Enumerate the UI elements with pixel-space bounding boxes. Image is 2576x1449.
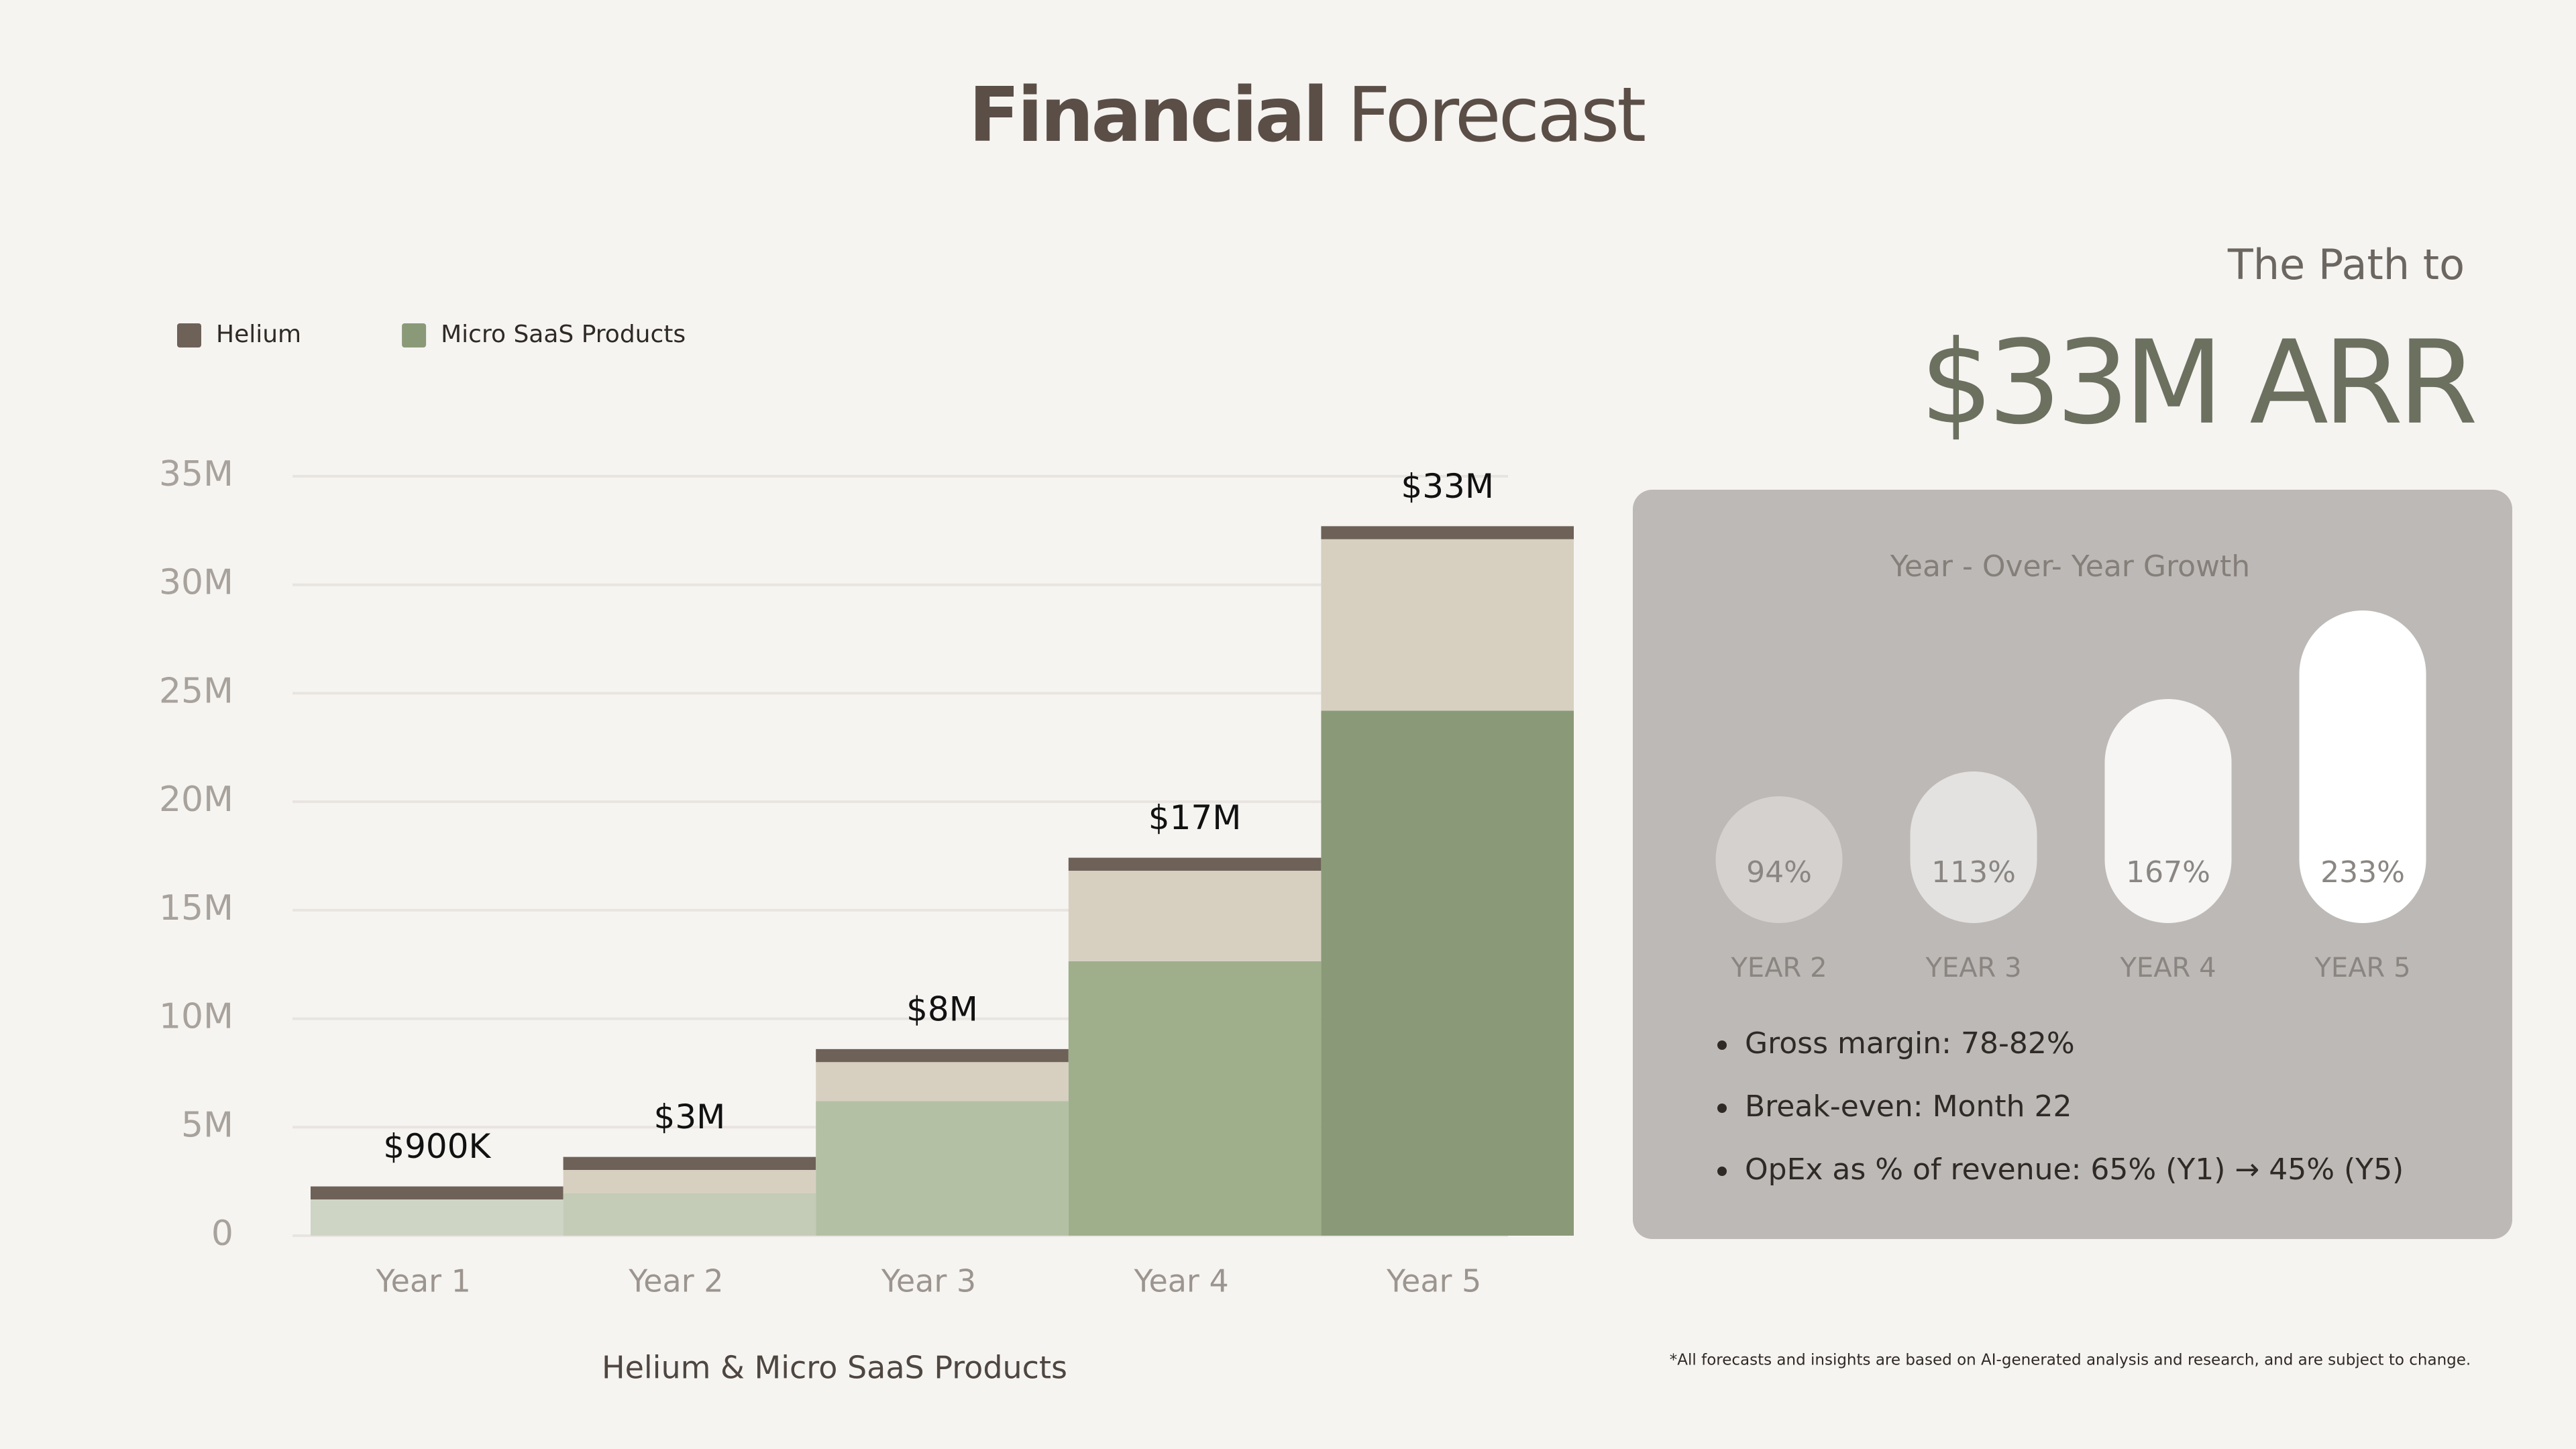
bar-label: $33M xyxy=(1401,467,1494,506)
bar-segment xyxy=(563,1157,816,1171)
growth-pill xyxy=(1910,771,2037,923)
pill-category: YEAR 2 xyxy=(1730,953,1827,983)
bar-label: $900K xyxy=(383,1127,491,1166)
bar-label: $17M xyxy=(1148,798,1242,837)
y-tick-label: 15M xyxy=(159,888,233,928)
note: Break-even: Month 22 xyxy=(1745,1089,2072,1124)
pill-value: 94% xyxy=(1746,855,1812,890)
growth-card xyxy=(1633,490,2512,1239)
bar-segment xyxy=(1321,539,1574,711)
card-title: Year - Over- Year Growth xyxy=(1890,549,2250,584)
bar-segment xyxy=(1068,961,1322,1236)
bar-segment xyxy=(1068,857,1322,871)
pill-value: 113% xyxy=(1931,855,2016,890)
title-regular: Forecast xyxy=(1347,72,1645,159)
bar-segment xyxy=(816,1062,1069,1102)
legend-swatch xyxy=(402,323,427,347)
title-bold: Financial xyxy=(969,72,1326,159)
bullet xyxy=(1717,1040,1727,1050)
x-tick-label: Year 5 xyxy=(1386,1263,1481,1299)
note: OpEx as % of revenue: 65% (Y1) → 45% (Y5… xyxy=(1745,1152,2404,1187)
pill-category: YEAR 3 xyxy=(1925,953,2021,983)
bar-segment xyxy=(816,1049,1069,1063)
bar-segment xyxy=(816,1101,1069,1236)
pill-value: 233% xyxy=(2320,855,2405,890)
headline: $33M ARR xyxy=(1920,315,2475,450)
bullet xyxy=(1717,1104,1727,1113)
x-tick-label: Year 4 xyxy=(1133,1263,1228,1299)
growth-pill xyxy=(2104,699,2232,923)
growth-pill xyxy=(1715,796,1843,923)
kicker: The Path to xyxy=(2227,240,2465,289)
bar-segment xyxy=(563,1170,816,1193)
y-tick-label: 10M xyxy=(159,997,233,1037)
pill-category: YEAR 4 xyxy=(2119,953,2216,983)
y-tick-label: 20M xyxy=(159,780,233,820)
legend-swatch xyxy=(177,323,201,347)
x-tick-label: Year 1 xyxy=(376,1263,471,1299)
bar-segment xyxy=(563,1193,816,1236)
bar-label: $8M xyxy=(906,989,978,1028)
title: Financial Forecast xyxy=(969,72,1645,159)
y-tick-label: 30M xyxy=(159,563,233,603)
y-tick-label: 35M xyxy=(159,454,233,494)
note: Gross margin: 78-82% xyxy=(1745,1026,2075,1061)
bar-segment xyxy=(311,1199,564,1236)
bar-segment xyxy=(311,1186,564,1199)
legend-label: Helium xyxy=(216,321,301,348)
x-tick-label: Year 3 xyxy=(881,1263,976,1299)
y-tick-label: 25M xyxy=(159,671,233,711)
bar-label: $3M xyxy=(654,1097,726,1136)
legend-label: Micro SaaS Products xyxy=(441,321,686,348)
x-tick-label: Year 2 xyxy=(628,1263,723,1299)
footnote: *All forecasts and insights are based on… xyxy=(1670,1352,2471,1369)
bullet xyxy=(1717,1167,1727,1176)
growth-pill xyxy=(2299,610,2426,923)
y-tick-label: 0 xyxy=(211,1214,233,1254)
y-tick-label: 5M xyxy=(181,1105,233,1145)
pill-value: 167% xyxy=(2126,855,2210,890)
x-axis-title: Helium & Micro SaaS Products xyxy=(602,1350,1067,1386)
pill-category: YEAR 5 xyxy=(2314,953,2410,983)
bar-segment xyxy=(1321,526,1574,539)
bar-segment xyxy=(1068,870,1322,961)
bar-segment xyxy=(1321,710,1574,1236)
